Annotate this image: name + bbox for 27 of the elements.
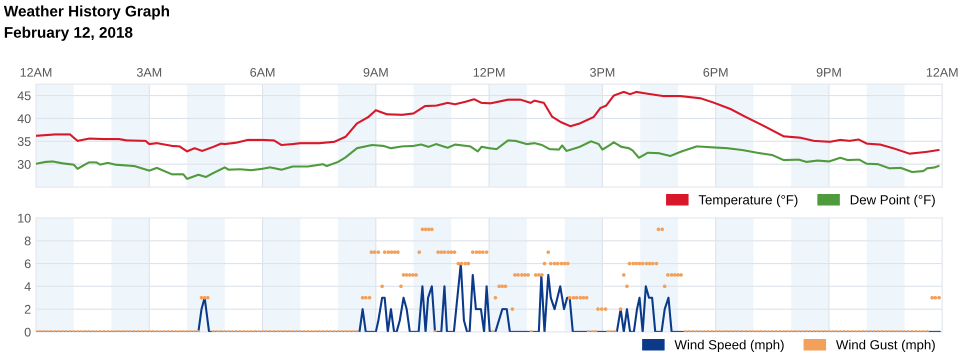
y-tick-label: 4 — [24, 282, 31, 291]
legend-label: Dew Point (°F) — [850, 194, 935, 208]
legend-label: Temperature (°F) — [698, 194, 798, 208]
line-series — [36, 139, 940, 180]
y-tick-label: 45 — [18, 92, 31, 100]
y-tick-label: 40 — [18, 114, 31, 124]
x-tick-label: 9AM — [364, 68, 388, 77]
x-tick-label: 12PM — [474, 68, 504, 77]
legend-label: Wind Speed (mph) — [674, 340, 784, 352]
y-tick-label: 6 — [24, 259, 31, 268]
x-tick-label: 6PM — [703, 68, 728, 77]
x-tick-label: 12AM — [20, 68, 52, 77]
y-tick-label: 30 — [18, 160, 31, 169]
y-tick-label: 10 — [18, 214, 31, 223]
y-tick-label: 35 — [18, 137, 31, 146]
y-tick-label: 2 — [24, 304, 31, 314]
chart-subtitle: February 12, 2018 — [4, 26, 132, 41]
y-tick-label: 0 — [24, 328, 31, 337]
chart-title: Weather History Graph — [4, 5, 170, 20]
line-series — [36, 90, 940, 155]
x-tick-label: 3PM — [590, 68, 614, 77]
x-tick-label: 12AM — [926, 68, 958, 77]
x-tick-label: 6AM — [250, 68, 274, 77]
x-tick-label: 3AM — [136, 68, 162, 77]
x-tick-label: 9PM — [816, 68, 841, 77]
y-tick-label: 8 — [24, 236, 31, 246]
legend-label: Wind Gust (mph) — [836, 340, 935, 352]
